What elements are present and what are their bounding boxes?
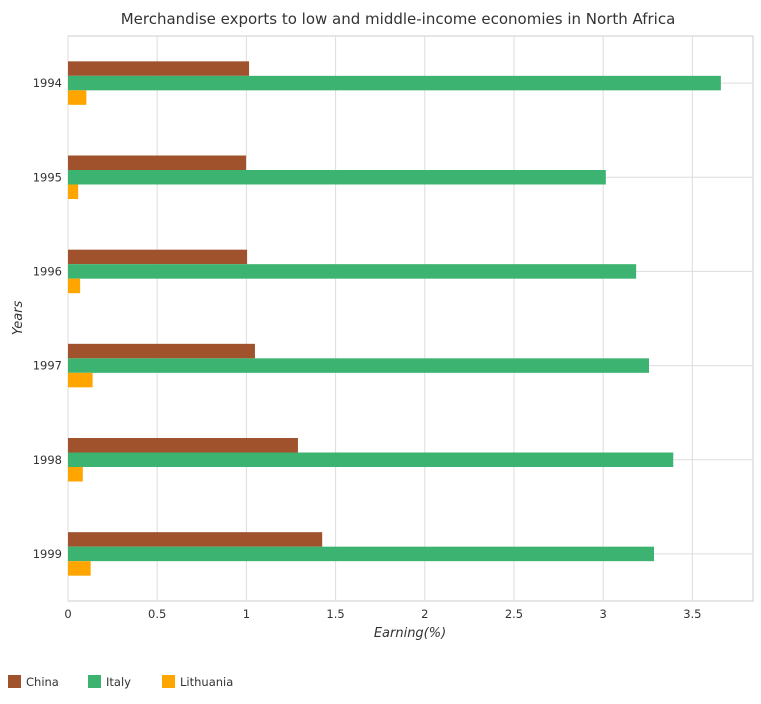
y-tick-label: 1996 [33,264,62,278]
bar-lithuania-1997 [68,372,93,388]
legend-label-italy: Italy [106,675,131,689]
bar-china-1996 [68,249,248,265]
x-tick-label: 2 [421,607,428,621]
x-tick-label: 2.5 [505,607,523,621]
y-axis-label: Years [11,300,26,335]
chart-title: Merchandise exports to low and middle-in… [121,10,676,28]
bar-lithuania-1998 [68,467,83,482]
legend-label-lithuania: Lithuania [180,675,233,689]
x-tick-labels: 0 0.5 1 1.5 2 2.5 3 3.5 [64,607,701,621]
bar-italy-1999 [68,546,654,562]
x-axis-label: Earning(%) [374,626,446,641]
bar-china-1995 [68,155,247,170]
legend-label-china: China [26,675,59,689]
bar-china-1994 [68,61,250,76]
bar-lithuania-1995 [68,184,79,199]
y-tick-label: 1994 [33,76,62,90]
x-tick-label: 3.5 [683,607,701,621]
y-tick-label: 1997 [33,359,62,373]
y-tick-label: 1998 [33,453,62,467]
bars [68,61,721,576]
bar-lithuania-1996 [68,278,81,294]
bar-lithuania-1994 [68,90,87,105]
bar-china-1999 [68,532,323,547]
bar-china-1997 [68,343,255,359]
x-tick-label: 3 [599,607,606,621]
legend-swatch-china [8,675,21,688]
bar-italy-1997 [68,358,650,373]
legend-swatch-lithuania [162,675,175,688]
y-tick-label: 1995 [33,170,62,184]
bar-italy-1996 [68,264,637,279]
x-tick-label: 0 [64,607,71,621]
y-tick-labels: 1994 1995 1996 1997 1998 1999 [33,76,62,561]
legend: China Italy Lithuania [8,675,233,689]
bar-italy-1994 [68,75,721,91]
bar-italy-1998 [68,452,674,467]
x-tick-label: 1 [243,607,250,621]
x-tick-label: 0.5 [148,607,166,621]
y-tick-label: 1999 [33,547,62,561]
x-tick-label: 1.5 [326,607,344,621]
plot-area [67,35,754,602]
bar-china-1998 [68,438,298,453]
bar-italy-1995 [68,170,606,185]
legend-swatch-italy [88,675,101,688]
bar-lithuania-1999 [68,561,91,576]
